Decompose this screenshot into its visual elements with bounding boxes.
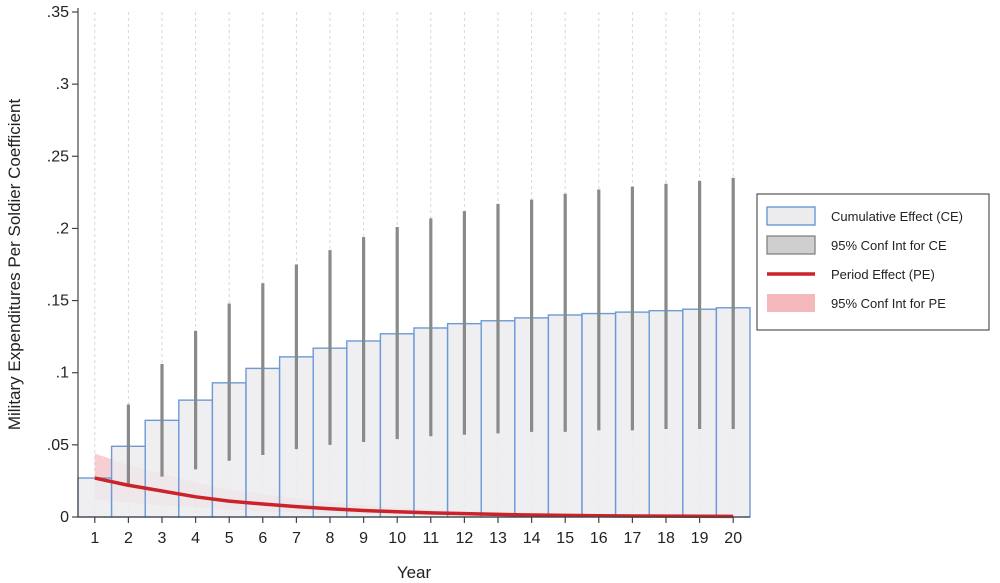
legend-label: 95% Conf Int for PE [831,296,946,311]
x-tick-label: 3 [158,530,167,547]
y-tick-label: .2 [56,220,69,237]
pe-line [94,476,734,519]
y-tick-label: 0 [60,509,69,526]
x-tick-label: 12 [456,530,474,547]
ce-confidence-intervals [126,177,735,487]
y-tick-label: .3 [56,76,69,93]
x-tick-label: 13 [489,530,507,547]
x-tick-label: 6 [258,530,267,547]
x-tick-label: 9 [359,530,368,547]
x-tick-label: 16 [590,530,608,547]
x-tick-label: 2 [124,530,133,547]
legend: Cumulative Effect (CE) 95% Conf Int for C… [756,193,990,331]
legend-label: 95% Conf Int for CE [831,238,947,253]
x-tick-label: 10 [388,530,406,547]
y-tick-label: .05 [47,437,69,454]
x-tick-label: 17 [624,530,642,547]
x-tick-label: 20 [724,530,742,547]
x-tick-label: 18 [657,530,675,547]
x-tick-label: 4 [191,530,200,547]
axes: 0.05.1.15.2.25.3.351 2 3 4 5 6 7 8 9 10 11 12 13 14 15… [47,4,750,547]
y-tick-label: .25 [47,148,69,165]
y-axis-title: Military Expenditures Per Soldier Coeffi… [5,99,24,431]
legend-swatch-ce [766,206,816,226]
x-axis-title: Year [397,563,432,582]
legend-label: Period Effect (PE) [831,267,935,282]
legend-swatch-ce-ci [766,235,816,255]
y-tick-label: .15 [47,293,69,310]
x-tick-label: 7 [292,530,301,547]
x-tick-label: 5 [225,530,234,547]
x-tick-label: 11 [422,530,439,547]
y-tick-label: .35 [47,4,69,21]
x-tick-label: 1 [90,530,99,547]
x-tick-label: 8 [326,530,335,547]
ce-bar [77,477,113,518]
legend-label: Cumulative Effect (CE) [831,209,963,224]
y-tick-label: .1 [56,365,69,382]
x-tick-label: 15 [556,530,574,547]
x-tick-label: 14 [523,530,541,547]
x-tick-label: 19 [691,530,709,547]
pe-line-path [94,476,734,519]
legend-swatch-pe-ci [767,294,815,312]
ce-bars [77,307,751,518]
